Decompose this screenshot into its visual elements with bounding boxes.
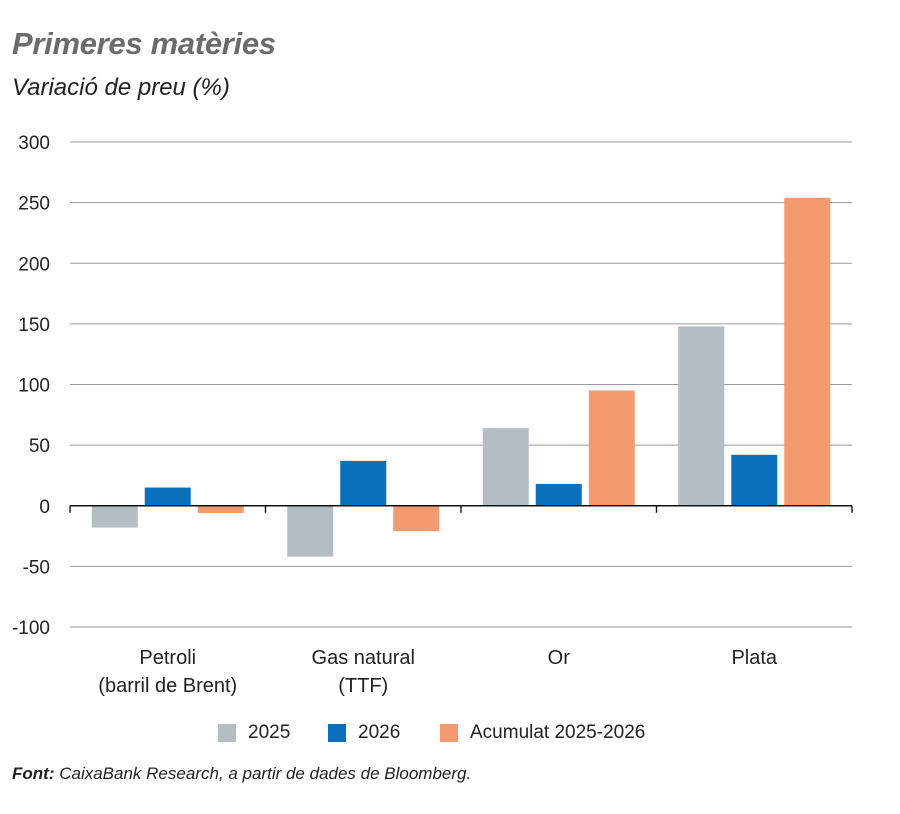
source-label: Font: <box>12 764 55 783</box>
category-label: Gas natural <box>312 647 415 669</box>
bar <box>482 428 529 506</box>
legend-swatch <box>440 724 458 742</box>
category-label: (barril de Brent) <box>98 675 237 697</box>
source-note: Font: CaixaBank Research, a partir de da… <box>12 764 471 784</box>
y-tick-label: -50 <box>23 557 50 578</box>
legend-item: Acumulat 2025-2026 <box>440 722 645 744</box>
category-label: Plata <box>731 647 777 669</box>
bar <box>393 505 440 532</box>
bar <box>678 326 725 506</box>
legend-label: 2025 <box>248 722 291 743</box>
bar <box>144 487 191 506</box>
bar-chart: 300 250 200 150 100 50 0 -50 -100 Petroli (barril … <box>12 133 853 697</box>
legend-swatch <box>328 724 346 742</box>
category-label: Petroli <box>139 647 196 669</box>
bar <box>91 505 138 528</box>
y-tick-label: 300 <box>18 133 50 154</box>
legend-label: Acumulat 2025-2026 <box>470 722 646 743</box>
y-tick-label: 50 <box>29 436 50 457</box>
legend: 2025 2026 Acumulat 2025-2026 <box>0 722 900 746</box>
bar <box>784 197 831 506</box>
legend-swatch <box>218 724 236 742</box>
y-tick-label: 0 <box>39 497 50 518</box>
legend-label: 2026 <box>358 722 401 743</box>
category-label: Or <box>548 647 571 669</box>
legend-item: 2025 <box>218 722 290 744</box>
y-tick-label: 100 <box>18 376 50 397</box>
source-text: CaixaBank Research, a partir de dades de… <box>54 764 472 783</box>
bar <box>340 460 387 506</box>
bar <box>731 454 778 506</box>
category-label: (TTF) <box>338 675 388 697</box>
y-tick-label: 150 <box>18 315 50 336</box>
y-tick-label: -100 <box>12 618 50 639</box>
y-tick-label: 200 <box>18 254 50 275</box>
bar <box>535 483 582 506</box>
legend-item: 2026 <box>328 722 400 744</box>
chart-subtitle: Variació de preu (%) <box>12 74 230 101</box>
y-tick-label: 250 <box>18 194 50 215</box>
chart-title: Primeres matèries <box>12 26 276 61</box>
bar <box>197 505 244 514</box>
bar <box>588 390 635 506</box>
bar <box>287 505 334 557</box>
